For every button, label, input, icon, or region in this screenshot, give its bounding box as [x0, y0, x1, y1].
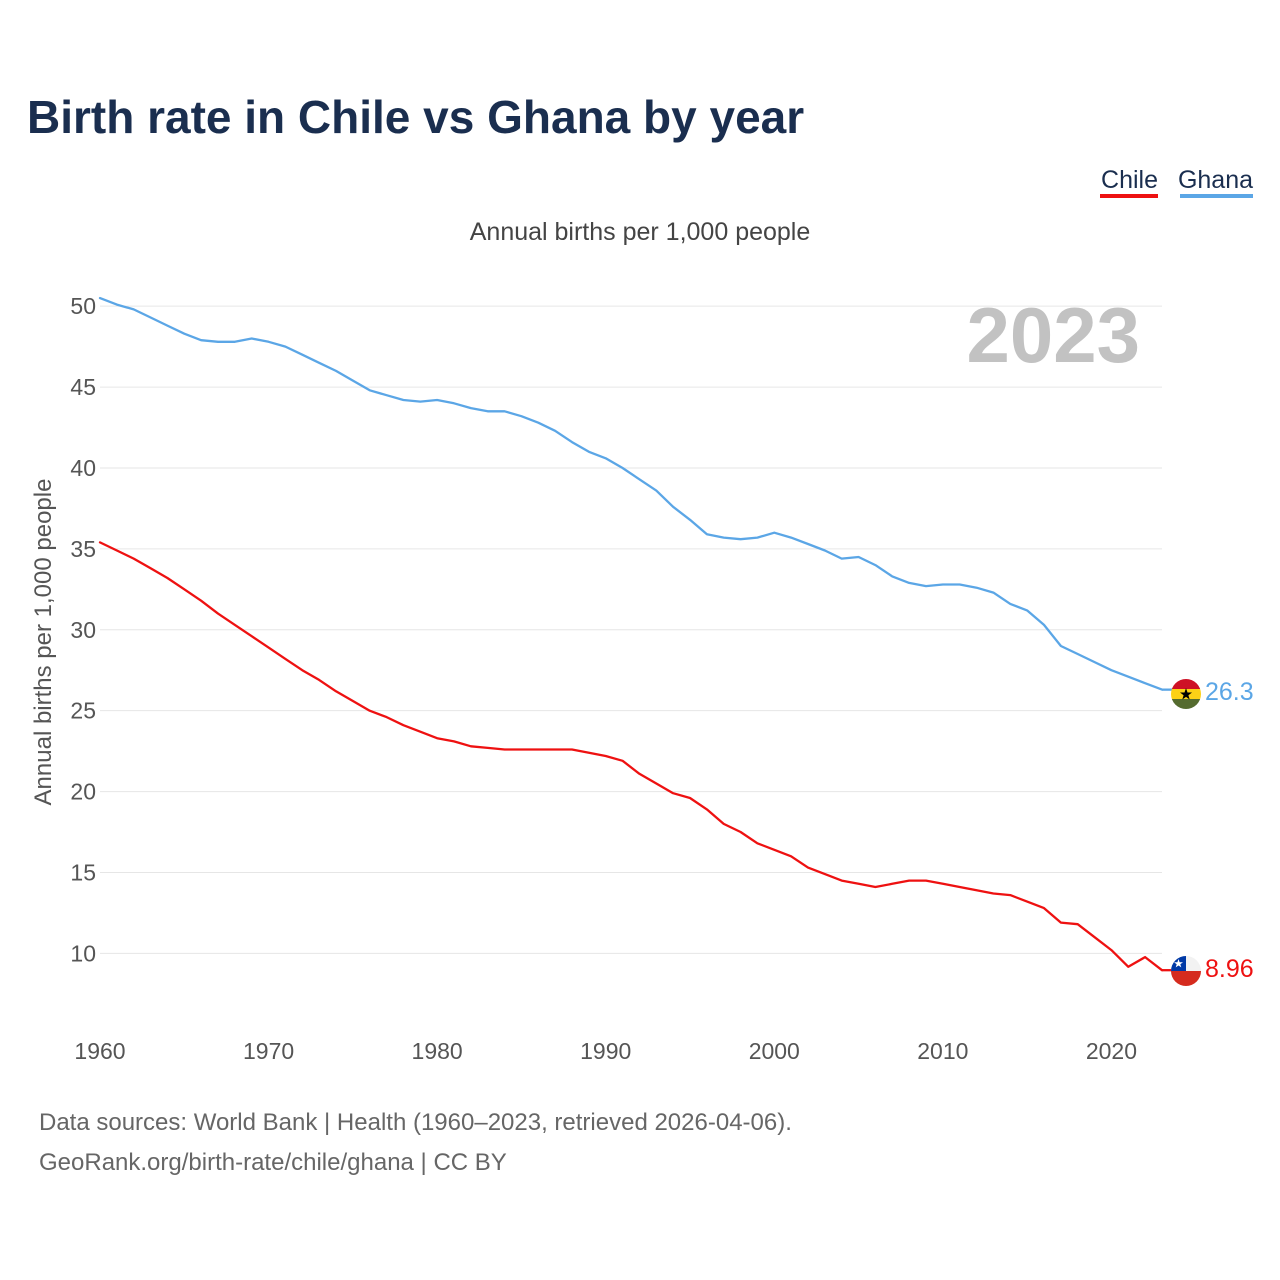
x-tick-2000: 2000	[749, 1038, 800, 1064]
line-ghana	[98, 296, 1164, 691]
chart-subtitle: Annual births per 1,000 people	[470, 218, 811, 246]
gridlines	[100, 305, 1162, 954]
data-source-line-1: Data sources: World Bank | Health (1960–…	[39, 1109, 792, 1136]
y-tick-45: 45	[70, 374, 96, 400]
chile-end-value: 8.96	[1205, 955, 1254, 983]
chile-flag-icon	[1171, 956, 1201, 986]
legend-swatch-ghana	[1180, 194, 1253, 198]
y-axis-ticks: 10 15 20 25 30 35 40 45 50	[70, 293, 96, 966]
y-tick-25: 25	[70, 698, 96, 724]
line-chile	[98, 541, 1164, 972]
ghana-flag-icon	[1171, 679, 1201, 709]
x-tick-1970: 1970	[243, 1038, 294, 1064]
legend-label-chile[interactable]: Chile	[1101, 166, 1158, 194]
x-tick-2020: 2020	[1086, 1038, 1137, 1064]
x-tick-1990: 1990	[580, 1038, 631, 1064]
data-source-line-2: GeoRank.org/birth-rate/chile/ghana | CC …	[39, 1149, 507, 1176]
y-tick-35: 35	[70, 536, 96, 562]
y-tick-10: 10	[70, 940, 96, 966]
legend-label-ghana[interactable]: Ghana	[1178, 166, 1253, 194]
series-lines	[98, 296, 1172, 972]
y-tick-40: 40	[70, 455, 96, 481]
legend-swatch-chile	[1100, 194, 1158, 198]
x-tick-2010: 2010	[917, 1038, 968, 1064]
chart-title: Birth rate in Chile vs Ghana by year	[27, 91, 804, 143]
y-tick-50: 50	[70, 293, 96, 319]
legend: Chile Ghana	[1100, 166, 1253, 198]
y-tick-30: 30	[70, 617, 96, 643]
y-axis-label: Annual births per 1,000 people	[30, 479, 57, 806]
x-tick-1980: 1980	[412, 1038, 463, 1064]
x-tick-1960: 1960	[74, 1038, 125, 1064]
y-tick-15: 15	[70, 859, 96, 885]
y-tick-20: 20	[70, 779, 96, 805]
ghana-end-value: 26.3	[1205, 678, 1254, 706]
current-year-label: 2023	[966, 291, 1140, 379]
x-axis-ticks: 1960 1970 1980 1990 2000 2010 2020	[74, 1038, 1137, 1064]
